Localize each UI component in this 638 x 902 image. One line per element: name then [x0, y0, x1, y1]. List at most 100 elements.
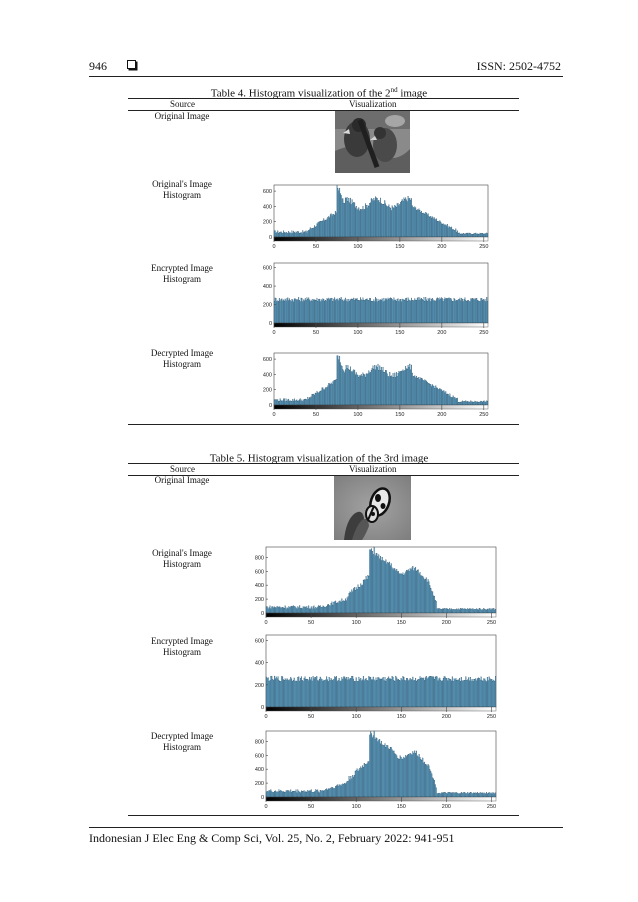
histogram-bar — [390, 747, 392, 798]
histogram-bar — [266, 791, 268, 798]
histogram-bar — [301, 399, 303, 406]
histogram-bar — [387, 297, 389, 324]
y-tick-label: 600 — [263, 266, 272, 272]
histogram-bar — [451, 229, 453, 238]
histogram-bar — [331, 298, 333, 324]
histogram-bar — [436, 297, 438, 324]
histogram-bar — [446, 225, 448, 238]
histogram-bar — [410, 198, 412, 238]
histogram-bar — [312, 676, 314, 708]
histogram-bar — [357, 771, 359, 798]
histogram-bar — [294, 298, 296, 324]
histogram-bar — [409, 363, 411, 406]
x-tick-label: 150 — [397, 620, 406, 626]
histogram-bar — [374, 365, 376, 406]
histogram-bar — [390, 563, 392, 614]
histogram-bar — [370, 298, 371, 324]
histogram-bar — [451, 301, 453, 324]
histogram-bar — [414, 298, 416, 324]
histogram-bar — [443, 299, 445, 324]
histogram-bar — [453, 678, 455, 708]
histogram-bar — [420, 759, 422, 798]
histogram-bar — [411, 372, 413, 406]
histogram-bar — [349, 678, 351, 708]
histogram-bar — [357, 375, 359, 406]
histogram-bar — [355, 587, 357, 614]
histogram-bar — [451, 397, 453, 406]
histogram-bar — [419, 572, 421, 614]
histogram-bar — [481, 680, 483, 708]
histogram-bar — [302, 606, 304, 614]
histogram-bar — [459, 233, 461, 238]
histogram-bar — [437, 680, 439, 708]
histogram-bar — [284, 678, 286, 708]
histogram-bar — [394, 205, 396, 238]
histogram-bar — [441, 391, 443, 406]
histogram-bar — [417, 679, 419, 708]
histogram-bar — [495, 792, 497, 798]
histogram-bar — [491, 608, 493, 614]
histogram-bar — [274, 678, 276, 708]
histogram-bar — [426, 380, 427, 406]
histogram-bar — [472, 298, 474, 324]
histogram-bar — [376, 198, 378, 238]
histogram-bar — [466, 609, 468, 614]
histogram-bar — [410, 297, 412, 324]
histogram-bar — [353, 776, 355, 798]
histogram-bar — [289, 300, 291, 324]
histogram-bar — [302, 791, 304, 798]
histogram-bar — [461, 401, 463, 406]
histogram-bar — [322, 605, 324, 614]
histogram-bar — [390, 210, 392, 238]
histogram-bar — [452, 609, 454, 614]
histogram-bar — [326, 298, 328, 324]
histogram-bar — [477, 233, 478, 238]
histogram-bar — [435, 676, 437, 708]
x-tick-label: 200 — [442, 804, 451, 810]
histogram-bar — [431, 773, 433, 798]
histogram-bar — [344, 369, 346, 406]
histogram-bar — [400, 200, 402, 238]
histogram-bar — [362, 676, 364, 708]
histogram-bar — [425, 764, 427, 798]
histogram-bar — [348, 593, 350, 614]
histogram-bar — [430, 771, 432, 798]
histogram-bar — [360, 766, 362, 798]
histogram-bar — [329, 384, 331, 406]
histogram-bar — [482, 233, 484, 238]
histogram-bar — [472, 681, 474, 708]
histogram-bar — [409, 300, 411, 324]
histogram-bar — [346, 197, 348, 238]
histogram-bar — [365, 678, 367, 708]
histogram-bar — [407, 754, 409, 798]
histogram-bar — [344, 676, 346, 708]
histogram-bar — [395, 570, 397, 614]
histogram-bar — [393, 377, 395, 406]
histogram-bar — [311, 608, 313, 614]
histogram-bar — [298, 233, 300, 238]
histogram-bar — [271, 791, 273, 798]
histogram-bar — [355, 769, 357, 798]
histogram-bar — [309, 676, 311, 708]
histogram-bar — [430, 588, 432, 614]
histogram-bar — [323, 679, 325, 708]
histogram-bar — [444, 224, 446, 238]
histogram-bar — [489, 608, 491, 614]
histogram-bar — [266, 606, 268, 614]
histogram-bar — [482, 299, 484, 324]
grayscale-colorbar — [265, 612, 497, 618]
histogram-bar — [471, 298, 473, 324]
table-4-source-header: Source — [170, 99, 195, 109]
histogram-bar — [323, 389, 325, 406]
histogram-bar — [438, 678, 440, 708]
histogram-bar — [412, 566, 414, 614]
histogram-bar — [489, 678, 491, 708]
histogram-bar — [385, 559, 387, 614]
x-tick-label: 200 — [442, 714, 451, 720]
histogram-bar — [370, 369, 372, 406]
histogram-bar — [439, 677, 441, 708]
histogram-bar — [298, 791, 300, 798]
histogram-bar — [435, 385, 437, 406]
histogram-bar — [487, 401, 489, 406]
histogram-bar — [437, 389, 439, 406]
